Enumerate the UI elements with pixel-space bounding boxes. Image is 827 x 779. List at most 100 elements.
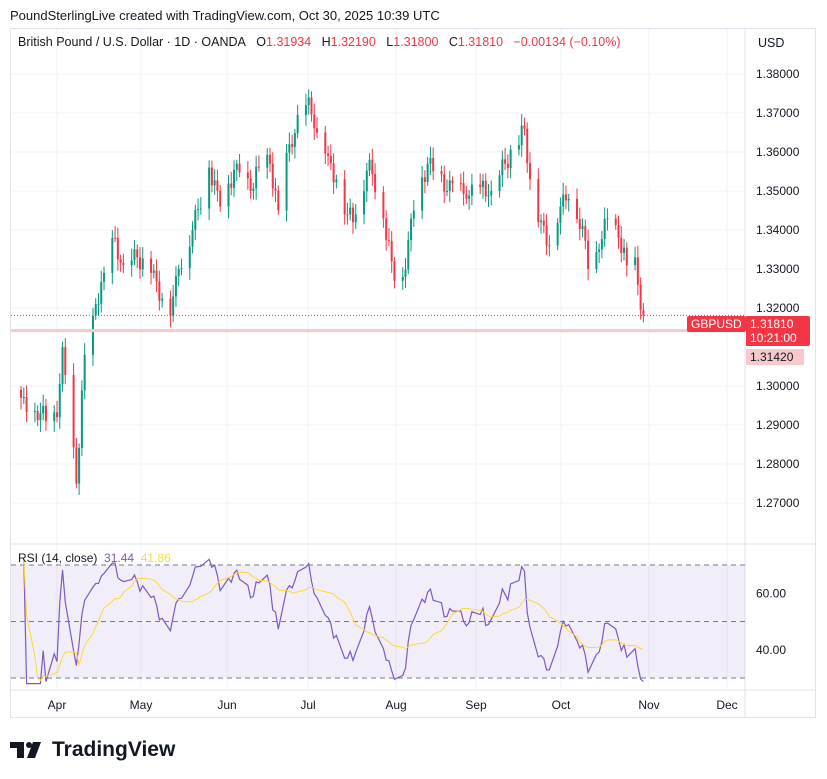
candle-body — [138, 257, 141, 270]
candle-body — [296, 114, 299, 134]
candle-body — [465, 193, 468, 199]
rsi-label[interactable]: RSI (14, close) — [18, 551, 98, 565]
candle-body — [307, 97, 310, 106]
candle-body — [25, 397, 28, 412]
candle-body — [429, 157, 432, 164]
candle-body — [332, 163, 335, 183]
candle-body — [382, 192, 385, 219]
candle-body — [274, 188, 277, 191]
candle-body — [288, 144, 291, 153]
close-label: C — [448, 35, 458, 49]
candle-body — [520, 125, 523, 146]
candle-body — [540, 220, 543, 223]
candle-body — [172, 296, 175, 316]
candle-body — [61, 347, 64, 384]
credit-line: PoundSterlingLive created with TradingVi… — [10, 8, 440, 23]
candle-body — [468, 195, 471, 199]
tradingview-logo-icon — [10, 742, 41, 758]
candle-body — [598, 249, 601, 252]
time-axis-label: Aug — [385, 698, 406, 712]
candle-body — [266, 154, 269, 168]
candle-body — [603, 219, 606, 240]
time-axis-label: Oct — [552, 698, 571, 712]
price-axis-label: 1.33000 — [756, 262, 800, 276]
candle-body — [509, 149, 512, 168]
candle-body — [443, 174, 446, 192]
price-axis-label: 1.36000 — [756, 145, 800, 159]
candle-body — [252, 188, 255, 191]
candle-body — [230, 183, 233, 188]
candle-body — [64, 347, 67, 375]
candle-body — [506, 163, 509, 168]
candle-body — [412, 210, 415, 219]
candle-body — [374, 174, 377, 193]
last-price: 1.31810 — [750, 317, 794, 331]
candle-body — [235, 163, 238, 170]
candle-body — [285, 152, 288, 211]
change-value: −0.00134 (−0.10%) — [513, 35, 621, 49]
candle-body — [614, 218, 617, 226]
candle-body — [448, 180, 451, 191]
high-value: 1.32190 — [330, 35, 376, 49]
candle-body — [257, 166, 260, 168]
candle-body — [36, 410, 39, 421]
candle-body — [346, 214, 349, 216]
candle-body — [316, 128, 319, 133]
rsi-axis-label: 60.00 — [756, 586, 786, 600]
logo-text: TradingView — [52, 738, 176, 761]
open-value: 1.31934 — [266, 35, 312, 49]
candle-body — [329, 155, 332, 164]
candle-body — [116, 237, 119, 260]
candle-body — [191, 230, 194, 247]
price-axis-label: 1.37000 — [756, 106, 800, 120]
candle-body — [227, 183, 230, 207]
time-axis-label: Dec — [716, 698, 737, 712]
candle-body — [249, 178, 252, 191]
candle-body — [152, 270, 155, 273]
candle-body — [39, 413, 42, 421]
candle-body — [517, 145, 520, 150]
candle-body — [271, 163, 274, 189]
candle-body — [161, 298, 164, 301]
candle-body — [56, 412, 58, 418]
candle-body — [451, 180, 454, 184]
candle-body — [636, 257, 639, 285]
symbol-title[interactable]: British Pound / U.S. Dollar · 1D · OANDA — [18, 35, 246, 49]
candle-body — [72, 374, 75, 448]
candle-body — [390, 241, 393, 262]
candle-body — [197, 209, 200, 211]
candle-body — [53, 412, 56, 422]
bar-countdown: 10:21:00 — [750, 331, 797, 345]
candle-body — [97, 304, 100, 306]
candle-body — [459, 183, 462, 185]
candle-body — [623, 247, 626, 253]
candle-body — [122, 262, 125, 266]
candle-body — [567, 198, 570, 201]
candle-body — [498, 175, 501, 191]
symbol-legend: British Pound / U.S. Dollar · 1D · OANDA… — [18, 35, 621, 49]
candle-body — [130, 260, 133, 266]
candle-body — [277, 190, 280, 211]
currency-label[interactable]: USD — [758, 36, 785, 50]
rsi-ma-value: 41.86 — [140, 551, 171, 565]
candle-body — [335, 179, 338, 183]
low-value: 1.31800 — [393, 35, 439, 49]
candle-body — [349, 207, 352, 215]
candle-body — [642, 309, 645, 316]
candle-body — [150, 258, 153, 273]
time-axis-label: Sep — [465, 698, 487, 712]
candle-body — [407, 240, 410, 270]
candle-body — [410, 218, 413, 241]
candle-body — [634, 257, 637, 266]
tradingview-logo[interactable]: TradingView — [10, 738, 175, 762]
candle-body — [404, 269, 407, 277]
candle-body — [421, 177, 424, 211]
candle-body — [432, 157, 435, 172]
rsi-ma-line — [23, 559, 644, 682]
candle-body — [268, 154, 271, 164]
candle-body — [484, 180, 487, 197]
rsi-value: 31.44 — [104, 551, 135, 565]
candle-body — [141, 258, 144, 270]
